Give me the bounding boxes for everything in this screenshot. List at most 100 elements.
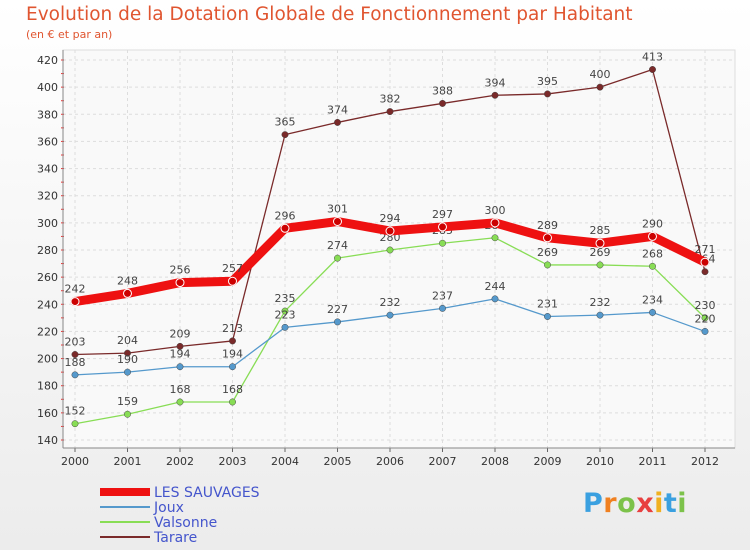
y-tick-label: 380 [37, 108, 58, 121]
data-label: 231 [537, 298, 558, 311]
data-label: 271 [695, 243, 716, 256]
data-label: 227 [327, 303, 348, 316]
data-point [491, 234, 499, 242]
data-point [176, 363, 184, 371]
data-point [175, 278, 185, 288]
data-label: 365 [275, 116, 296, 129]
data-label: 388 [432, 84, 453, 97]
data-label: 268 [642, 247, 663, 260]
y-tick-label: 220 [37, 325, 58, 338]
series-les-sauvages: 242 248 256 257 296 301 294 297 300 289 285 290 271 [65, 203, 716, 307]
legend-label: Tarare [153, 530, 197, 546]
data-label: 395 [537, 75, 558, 88]
data-label: 257 [222, 262, 243, 275]
data-point [439, 304, 446, 312]
data-label: 248 [117, 274, 138, 287]
legend-label: Valsonne [154, 515, 217, 531]
logo-letter: r [603, 488, 618, 519]
logo-letter: i [677, 488, 688, 519]
data-label: 194 [170, 348, 191, 361]
data-label: 394 [485, 76, 506, 89]
data-label: 300 [485, 204, 506, 217]
data-point [334, 318, 341, 326]
x-tick-label: 2003 [219, 455, 247, 468]
data-point [595, 238, 605, 248]
data-point [71, 371, 79, 379]
y-tick-label: 160 [37, 407, 58, 420]
series-joux: 188 190 194 194 223 227 232 237 244 231 232 234 220 [65, 280, 716, 379]
data-label: 232 [590, 296, 611, 309]
chart-subtitle: (en € et par an) [26, 28, 113, 41]
data-point [596, 83, 604, 91]
data-label: 244 [485, 280, 506, 293]
data-point [649, 308, 656, 316]
data-point [543, 233, 552, 243]
data-point [71, 420, 79, 428]
data-label: 269 [590, 246, 611, 259]
logo-letter: o [617, 488, 637, 519]
data-point [386, 311, 394, 319]
data-label: 297 [432, 208, 453, 221]
data-label: 213 [222, 322, 243, 335]
y-tick-label: 400 [37, 81, 58, 94]
data-label: 232 [380, 296, 401, 309]
y-tick-label: 280 [37, 244, 58, 257]
y-tick-label: 180 [37, 380, 58, 393]
data-point [334, 254, 341, 262]
data-point [490, 218, 500, 228]
y-tick-label: 240 [37, 298, 58, 311]
logo-letter: x [636, 488, 655, 519]
x-tick-label: 2011 [639, 455, 667, 468]
data-point [281, 307, 289, 315]
data-label: 203 [65, 336, 86, 349]
data-point [649, 262, 656, 270]
data-label: 204 [117, 334, 138, 347]
x-tick-label: 2004 [271, 455, 299, 468]
data-point [176, 342, 184, 350]
data-label: 400 [590, 68, 611, 81]
logo-letter: P [583, 488, 604, 519]
data-point [281, 323, 289, 331]
data-label: 237 [432, 289, 453, 302]
x-tick-label: 2005 [324, 455, 352, 468]
data-label: 159 [117, 395, 138, 408]
data-point [71, 351, 79, 358]
data-label: 289 [537, 219, 558, 232]
data-point [229, 337, 236, 345]
data-point [544, 261, 551, 269]
y-tick-label: 140 [37, 434, 58, 447]
x-tick-label: 2001 [114, 455, 142, 468]
data-point [123, 288, 132, 298]
data-label: 242 [65, 283, 86, 296]
series-tarare: 203204209213365374382388394395400413264 [65, 51, 716, 358]
y-tick-label: 320 [37, 190, 58, 203]
data-point [438, 222, 447, 232]
data-point [334, 118, 341, 126]
data-label: 285 [590, 224, 611, 237]
x-tick-label: 2006 [376, 455, 404, 468]
chart-title: Evolution de la Dotation Globale de Fonc… [26, 4, 633, 25]
data-point [228, 276, 237, 286]
data-point [701, 314, 709, 322]
data-point [701, 327, 709, 335]
data-point [124, 349, 131, 357]
data-point [439, 99, 446, 107]
data-point [124, 410, 131, 418]
y-tick-label: 420 [37, 54, 58, 67]
data-label: 194 [222, 348, 243, 361]
data-point [124, 368, 131, 376]
data-point [280, 223, 290, 233]
data-point [596, 261, 604, 269]
data-label: 168 [222, 383, 243, 396]
data-label: 188 [65, 356, 86, 369]
data-label: 235 [275, 292, 296, 305]
data-point [491, 91, 499, 99]
data-label: 230 [695, 299, 716, 312]
data-point [229, 363, 236, 371]
data-label: 374 [327, 103, 348, 116]
legend-label: Joux [153, 500, 184, 516]
y-tick-label: 260 [37, 271, 58, 284]
x-tick-label: 2002 [166, 455, 194, 468]
x-tick-label: 2010 [586, 455, 614, 468]
